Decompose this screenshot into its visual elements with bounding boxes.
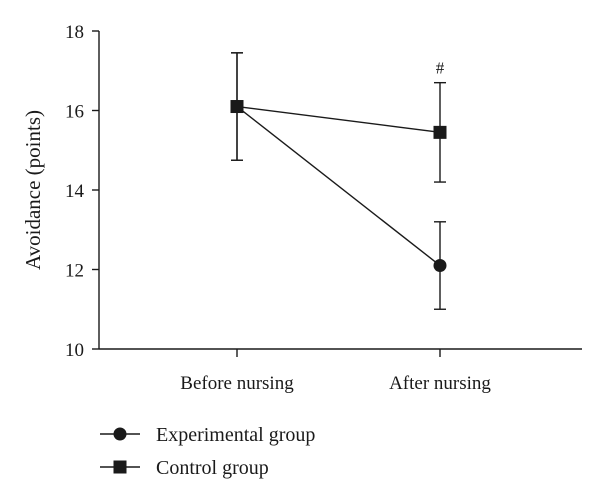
- y-tick-label: 16: [65, 102, 84, 123]
- y-tick-label: 18: [65, 22, 84, 43]
- series-markers: [230, 100, 447, 273]
- data-point-square: [433, 125, 447, 139]
- legend: Experimental group Control group: [100, 424, 315, 479]
- legend-label: Control group: [156, 457, 269, 479]
- data-point-circle: [433, 259, 447, 273]
- data-point-square: [230, 100, 244, 114]
- series-line: [236, 105, 441, 267]
- legend-circle-marker: [113, 427, 127, 441]
- y-axis-title: Avoidance (points): [21, 110, 45, 270]
- error-bars: [231, 52, 446, 310]
- significance-marker: #: [436, 59, 445, 78]
- legend-label: Experimental group: [156, 424, 315, 446]
- legend-square-marker: [113, 460, 127, 474]
- x-tick-label: Before nursing: [180, 373, 294, 394]
- y-tick-label: 12: [65, 261, 84, 282]
- series-lines: [236, 105, 441, 267]
- x-ticks: Before nursing After nursing: [180, 349, 491, 394]
- x-tick-label: After nursing: [389, 373, 491, 394]
- y-tick-label: 10: [65, 340, 84, 361]
- annotations: #: [436, 59, 445, 78]
- y-ticks: 10 12 14 16 18: [65, 22, 99, 361]
- series-line: [236, 105, 441, 134]
- axes: [98, 31, 582, 350]
- y-tick-label: 14: [65, 181, 85, 202]
